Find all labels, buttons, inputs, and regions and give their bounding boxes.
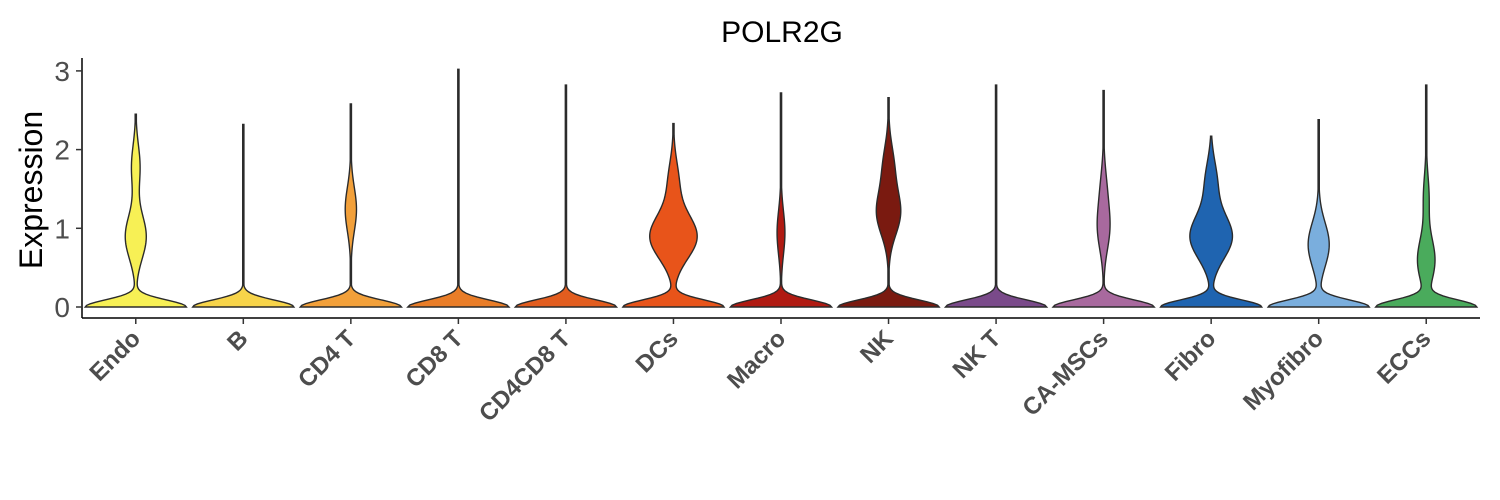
x-tick-label: Macro bbox=[722, 325, 791, 394]
y-tick-label: 3 bbox=[54, 56, 70, 87]
violin-cd4-t bbox=[298, 103, 403, 308]
x-tick-label: ECCs bbox=[1372, 325, 1436, 389]
violin-endo bbox=[83, 113, 188, 308]
x-tick-label: B bbox=[222, 325, 253, 356]
violin-nk bbox=[836, 96, 941, 308]
y-tick-label: 2 bbox=[54, 135, 70, 166]
violin-nk-t bbox=[943, 84, 1049, 308]
x-tick-label: DCs bbox=[631, 325, 684, 378]
y-axis: 0 1 2 3 bbox=[54, 56, 83, 323]
y-axis-label: Expression bbox=[13, 111, 49, 269]
violin-ca-mscs bbox=[1051, 89, 1156, 308]
x-tick-label: CD8 T bbox=[401, 325, 469, 393]
x-tick-label: CA-MSCs bbox=[1017, 325, 1113, 421]
x-tick-label: Endo bbox=[84, 325, 146, 387]
violin-eccs bbox=[1374, 84, 1479, 308]
violin-dcs bbox=[621, 122, 726, 308]
violin-fibro bbox=[1159, 135, 1264, 308]
x-tick-label: CD4 T bbox=[293, 325, 361, 393]
x-tick-label: NK bbox=[855, 325, 899, 369]
violin-myofibro bbox=[1266, 118, 1371, 308]
y-tick-label: 0 bbox=[54, 292, 70, 323]
x-tick-label: CD4CD8 T bbox=[474, 325, 576, 427]
violin-group bbox=[83, 68, 1479, 308]
x-tick-label: Fibro bbox=[1160, 325, 1222, 387]
y-tick-label: 1 bbox=[54, 213, 70, 244]
x-tick-label: NK T bbox=[948, 325, 1007, 384]
chart-title: POLR2G bbox=[721, 16, 843, 49]
violin-b bbox=[191, 123, 296, 308]
x-axis: Endo B CD4 T CD8 T CD4CD8 T DCs Macro NK NK T CA-… bbox=[82, 317, 1480, 427]
violin-macro bbox=[728, 92, 834, 308]
violin-cd4cd8-t bbox=[513, 84, 619, 308]
x-tick-label: Myofibro bbox=[1238, 325, 1329, 416]
violin-cd8-t bbox=[406, 68, 511, 308]
